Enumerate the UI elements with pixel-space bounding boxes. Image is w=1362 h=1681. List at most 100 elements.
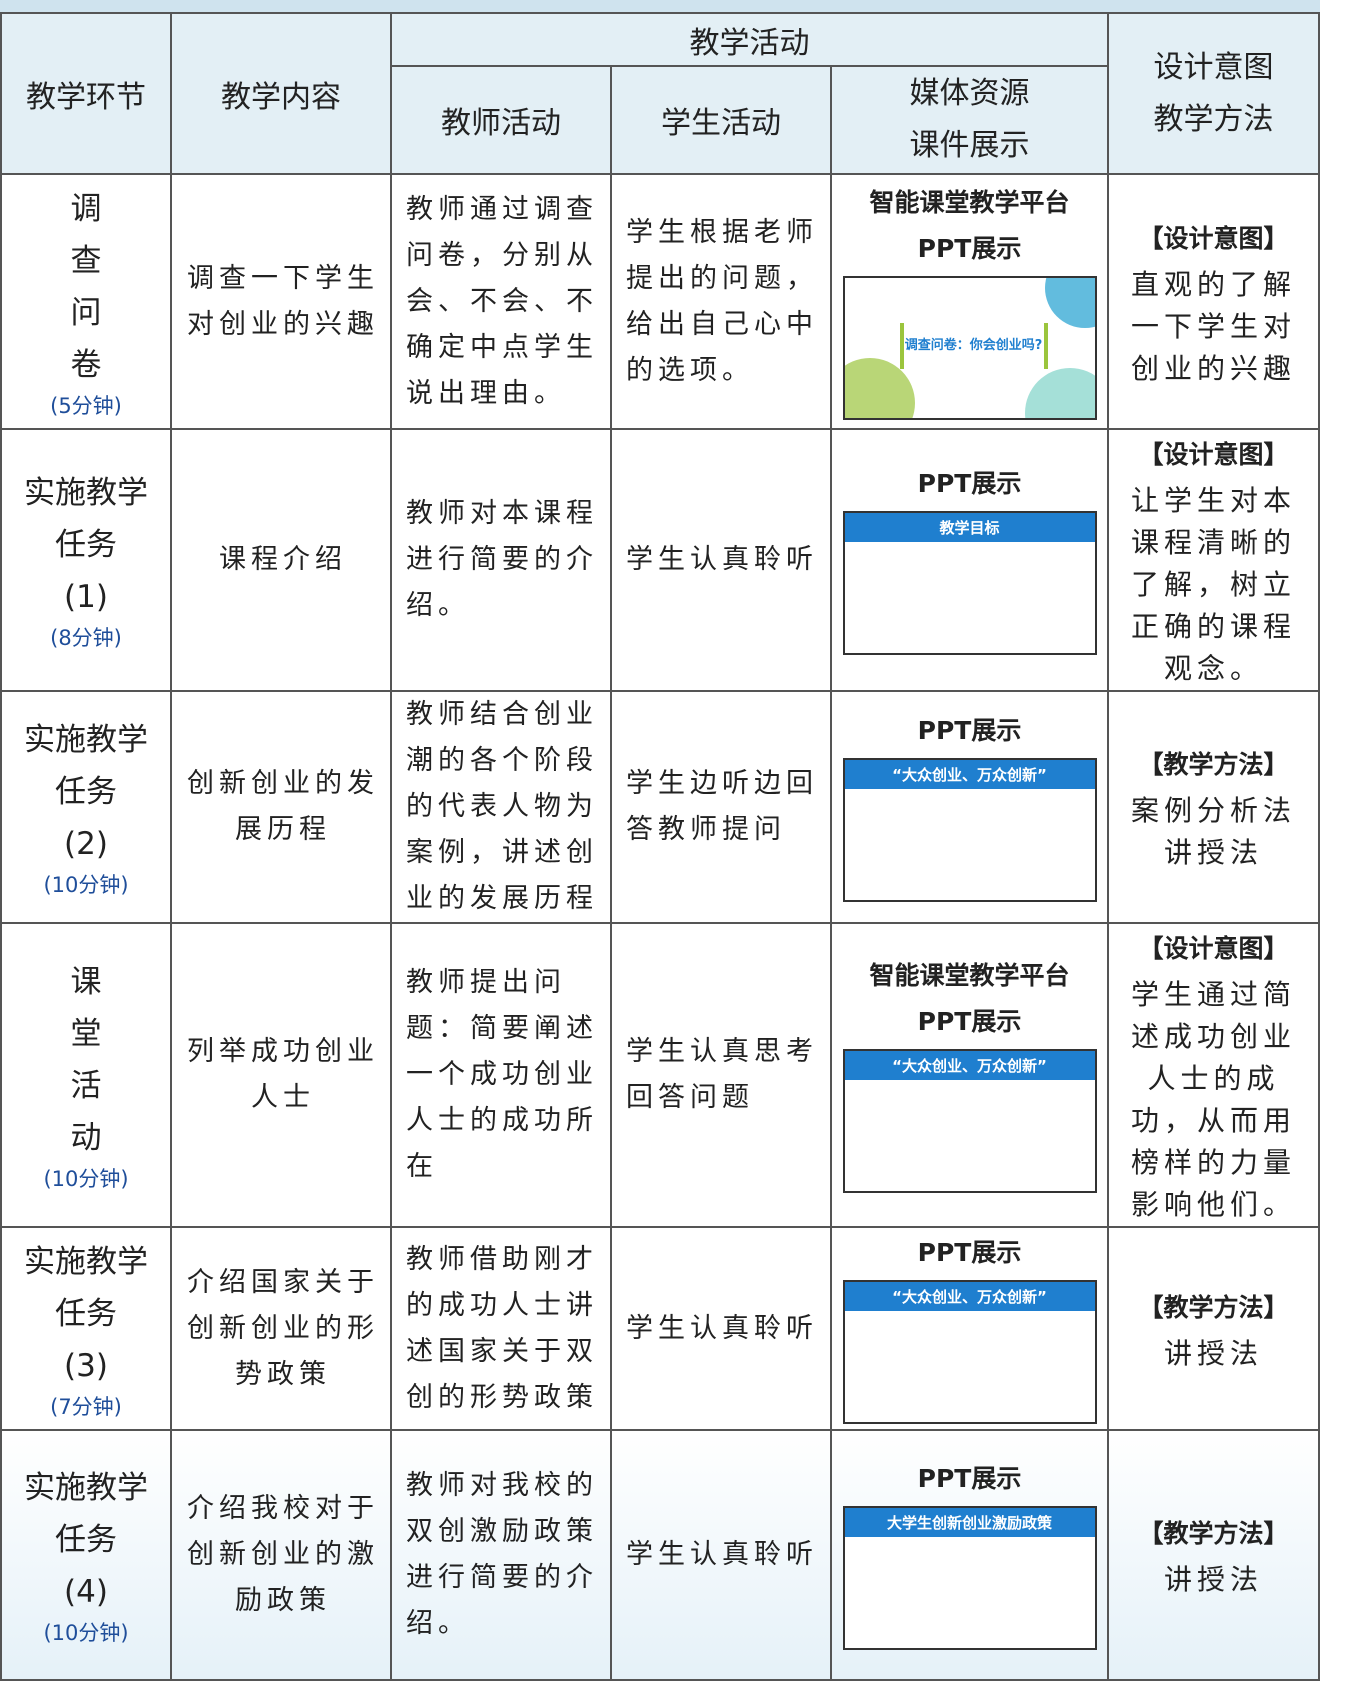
media-title: PPT展示 xyxy=(917,469,1022,498)
stage-line: (4) xyxy=(64,1574,108,1610)
header-line: 课件展示 xyxy=(909,128,1030,163)
content-cell: 介绍国家关于创新创业的形势政策 xyxy=(170,1226,392,1431)
slide-thumb: 大学生创新创业激励政策 xyxy=(842,1506,1097,1650)
intent-label: 【教学方法】 xyxy=(1138,1519,1289,1548)
teacher-cell: 教师通过调查问卷，分别从会、不会、不确定中点学生说出理由。 xyxy=(390,173,612,430)
table-body: 调查问卷 (5分钟) 调查一下学生对创业的兴趣 教师通过调查问卷，分别从会、不会、不确… xyxy=(0,173,1320,1681)
header-teacher: 教师活动 xyxy=(390,65,612,175)
stage-line: 堂 xyxy=(70,1016,102,1052)
student-cell: 学生认真思考回答问题 xyxy=(610,922,832,1228)
slide-title: “大众创业、万众创新” xyxy=(844,760,1095,789)
slide-deco xyxy=(1024,367,1095,418)
media-title: PPT展示 xyxy=(917,1464,1022,1493)
intent-text: 讲授法 xyxy=(1163,836,1263,869)
header-stage: 教学环节 xyxy=(0,12,172,175)
stage-line: 任务 xyxy=(55,1522,117,1558)
student-cell: 学生根据老师提出的问题，给出自己心中的选项。 xyxy=(610,173,832,430)
intent-cell: 【设计意图】让学生对本课程清晰的了解，树立正确的课程观念。 xyxy=(1107,428,1320,692)
stage-cell: 实施教学任务 (4) (10分钟) xyxy=(0,1429,172,1681)
content-cell: 调查一下学生对创业的兴趣 xyxy=(170,173,392,430)
stage-line: 问 xyxy=(70,294,102,331)
row: 课堂活动 (10分钟) 列举成功创业人士 教师提出问题：简要阐述一个成功创业人士的成功… xyxy=(0,922,1320,1228)
stage-line: 动 xyxy=(70,1120,102,1156)
stage-cell: 实施教学 任务 (1) (8分钟) xyxy=(0,428,172,692)
stage-cell: 实施教学任务 (3) (7分钟) xyxy=(0,1226,172,1431)
intent-cell: 【教学方法】 讲授法 xyxy=(1107,1429,1320,1681)
stage-cell: 课堂活动 (10分钟) xyxy=(0,922,172,1228)
teacher-cell: 教师提出问题：简要阐述一个成功创业人士的成功所在 xyxy=(390,922,612,1228)
media-title: PPT展示 xyxy=(917,233,1022,263)
content-cell: 列举成功创业人士 xyxy=(170,922,392,1228)
intent-text: 让学生对本课程清晰的了解，树立正确的课程观念。 xyxy=(1130,484,1296,685)
stage-time: (8分钟) xyxy=(50,626,122,650)
lesson-table: 教学环节 教学内容 教学活动 设计意图教学方法 教师活动 学生活动 媒体资源 课件… xyxy=(0,12,1320,1681)
stage-line: 卷 xyxy=(70,346,102,383)
media-cell: PPT展示 “大众创业、万众创新” xyxy=(830,690,1109,924)
media-cell: 智能课堂教学平台 PPT展示调查问卷：你会创业吗? xyxy=(830,173,1109,430)
media-title: PPT展示 xyxy=(917,1237,1022,1267)
row: 实施教学 任务 (4) (10分钟) 介绍我校对于创新创业的激励政策 教师对我校的双创激励… xyxy=(0,1429,1320,1681)
stage-time: (5分钟) xyxy=(50,393,122,418)
media-cell: PPT展示大学生创新创业激励政策 xyxy=(830,1429,1109,1681)
slide-title: “大众创业、万众创新” xyxy=(844,1051,1095,1080)
content-cell: 创新创业的发展历程 xyxy=(170,690,392,924)
media-cell: 智能课堂教学平台 PPT展示 “大众创业、万众创新” xyxy=(830,922,1109,1228)
slide-deco xyxy=(1044,277,1095,328)
intent-cell: 【教学方法】 讲授法 xyxy=(1107,1226,1320,1431)
header-media: 媒体资源 课件展示 xyxy=(830,65,1109,175)
slide-title: 教学目标 xyxy=(844,513,1095,542)
slide-thumb: 调查问卷：你会创业吗? xyxy=(842,275,1097,420)
stage-line: 任务 xyxy=(55,1295,117,1332)
slide-title: “大众创业、万众创新” xyxy=(844,1281,1095,1311)
intent-cell: 【设计意图】 直观的了解一下学生对创业的兴趣 xyxy=(1107,173,1320,430)
stage-cell: 实施教学 任务 (2) (10分钟) xyxy=(0,690,172,924)
stage-line: 实施教学 xyxy=(24,1470,148,1506)
stage-line: (3) xyxy=(64,1347,108,1384)
content-cell: 课程介绍 xyxy=(170,428,392,692)
header-line: 设计意图 xyxy=(1153,49,1274,85)
student-cell: 学生边听边回答教师提问 xyxy=(610,690,832,924)
header-intent: 设计意图 教学方法 xyxy=(1107,12,1320,175)
media-title: 智能课堂教学平台 xyxy=(869,187,1070,217)
intent-label: 【教学方法】 xyxy=(1138,750,1289,779)
stage-line: 实施教学 xyxy=(24,1243,148,1280)
intent-label: 【教学方法】 xyxy=(1138,1292,1289,1322)
teacher-cell: 教师结合创业潮的各个阶段的代表人物为案例，讲述创业的发展历程 xyxy=(390,690,612,924)
content-cell: 介绍我校对于创新创业的激励政策 xyxy=(170,1429,392,1681)
stage-line: 调 xyxy=(70,190,102,227)
header-activity: 教学活动 xyxy=(390,12,1109,67)
stage-cell: 调查问卷 (5分钟) xyxy=(0,173,172,430)
slide-title: 大学生创新创业激励政策 xyxy=(844,1508,1095,1537)
stage-line: 查 xyxy=(70,242,102,279)
header-content: 教学内容 xyxy=(170,12,392,175)
stage-line: 实施教学 xyxy=(24,722,148,758)
student-cell: 学生认真聆听 xyxy=(610,1429,832,1681)
slide-title: 调查问卷：你会创业吗? xyxy=(899,322,1048,369)
header-line: 教学方法 xyxy=(1153,101,1274,137)
media-title: 智能课堂教学平台 xyxy=(869,961,1070,990)
intent-cell: 【设计意图】 学生通过简述成功创业人士的成功，从而用榜样的力量影响他们。 xyxy=(1107,922,1320,1228)
teacher-cell: 教师对本课程进行简要的介绍。 xyxy=(390,428,612,692)
stage-line: 课 xyxy=(70,964,102,1000)
stage-time: (10分钟) xyxy=(43,1621,129,1645)
intent-text: 讲授法 xyxy=(1163,1563,1263,1596)
header-student: 学生活动 xyxy=(610,65,832,175)
row: 调查问卷 (5分钟) 调查一下学生对创业的兴趣 教师通过调查问卷，分别从会、不会、不确… xyxy=(0,173,1320,430)
stage-time: (7分钟) xyxy=(50,1394,122,1419)
stage-time: (10分钟) xyxy=(43,1167,129,1191)
intent-text: 讲授法 xyxy=(1163,1336,1263,1370)
stage-line: (1) xyxy=(64,579,108,615)
student-cell: 学生认真聆听 xyxy=(610,428,832,692)
teacher-cell: 教师借助刚才的成功人士讲述国家关于双创的形势政策 xyxy=(390,1226,612,1431)
intent-label: 【设计意图】 xyxy=(1138,440,1289,469)
media-cell: PPT展示教学目标 xyxy=(830,428,1109,692)
slide-thumb: “大众创业、万众创新” xyxy=(842,758,1097,902)
stage-line: (2) xyxy=(64,826,108,862)
row: 实施教学任务 (3) (7分钟) 介绍国家关于创新创业的形势政策 教师借助刚才的成功人士… xyxy=(0,1226,1320,1431)
slide-thumb: “大众创业、万众创新” xyxy=(842,1049,1097,1193)
stage-line: 任务 xyxy=(55,774,117,810)
slide-thumb: 教学目标 xyxy=(842,511,1097,655)
intent-label: 【设计意图】 xyxy=(1138,223,1289,253)
media-cell: PPT展示 “大众创业、万众创新” xyxy=(830,1226,1109,1431)
stage-line: 任务 xyxy=(55,527,117,563)
